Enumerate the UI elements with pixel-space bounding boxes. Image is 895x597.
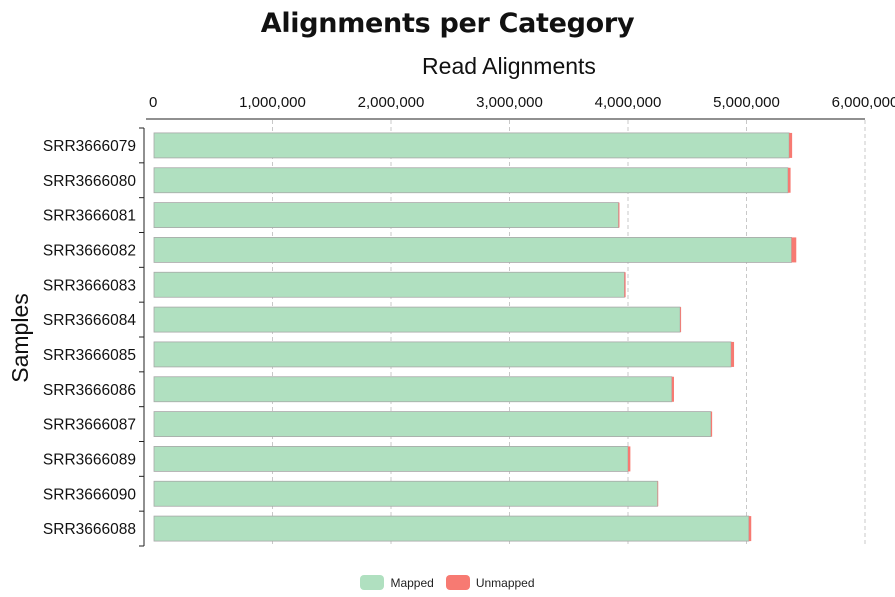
bar-unmapped	[787, 167, 791, 193]
y-tick-label: SRR3666080	[43, 173, 136, 190]
bar-mapped	[153, 411, 712, 437]
bar-mapped	[153, 341, 732, 368]
legend-label-unmapped: Unmapped	[475, 575, 535, 590]
chart-title: Alignments per Category	[260, 8, 635, 39]
y-tick-label: SRR3666086	[43, 382, 136, 399]
bar-unmapped	[624, 272, 626, 298]
y-tick-label: SRR3666088	[43, 521, 136, 538]
legend-item-mapped[interactable]: Mapped	[360, 575, 434, 590]
bar-mapped	[153, 237, 792, 263]
y-tick-label: SRR3666085	[43, 347, 136, 364]
y-tick-label: SRR3666090	[43, 486, 136, 503]
bar-mapped	[153, 446, 629, 472]
y-tick-label: SRR3666081	[43, 208, 136, 225]
x-tick-label: 4,000,000	[595, 94, 662, 111]
bar-unmapped	[748, 516, 752, 542]
x-tick-label: 2,000,000	[358, 94, 425, 111]
y-tick-label: SRR3666089	[43, 451, 136, 468]
x-axis-title: Read Alignments	[422, 53, 596, 79]
bar-unmapped	[628, 446, 631, 472]
legend-swatch-unmapped	[445, 575, 470, 590]
x-tick-label: 5,000,000	[713, 94, 780, 111]
y-tick-label: SRR3666079	[43, 138, 136, 155]
bar-unmapped	[618, 202, 620, 228]
y-axis-title: Samples	[7, 293, 33, 382]
bar-mapped	[153, 202, 619, 228]
y-tick-label: SRR3666087	[43, 417, 136, 434]
y-tick-label: SRR3666083	[43, 277, 136, 294]
x-tick-label: 6,000,000	[832, 94, 895, 111]
bar-mapped	[153, 376, 673, 403]
bars	[153, 132, 797, 542]
x-tick-label: 0	[149, 94, 157, 111]
y-tick-label: SRR3666082	[43, 242, 136, 259]
bar-unmapped	[680, 307, 682, 333]
bar-unmapped	[671, 376, 674, 402]
bar-unmapped	[710, 411, 713, 437]
y-tick-label: SRR3666084	[43, 312, 136, 329]
bar-mapped	[153, 167, 789, 194]
bar-mapped	[153, 271, 625, 298]
x-tick-label: 1,000,000	[239, 94, 306, 111]
x-tick-label: 3,000,000	[476, 94, 543, 111]
bar-unmapped	[791, 237, 797, 263]
bar-unmapped	[789, 132, 793, 158]
bar-mapped	[153, 515, 750, 542]
axes: 0 1,000,000 2,000,000 3,000,000 4,000,000 5,0…	[43, 94, 895, 547]
legend: Mapped Unmapped	[0, 575, 895, 590]
bar-unmapped	[731, 341, 735, 367]
legend-swatch-mapped	[360, 575, 385, 590]
bar-unmapped	[657, 481, 659, 507]
legend-label-mapped: Mapped	[390, 575, 434, 590]
bar-mapped	[153, 480, 659, 507]
bar-mapped	[153, 132, 790, 159]
legend-item-unmapped[interactable]: Unmapped	[445, 575, 535, 590]
bar-mapped	[153, 306, 681, 333]
